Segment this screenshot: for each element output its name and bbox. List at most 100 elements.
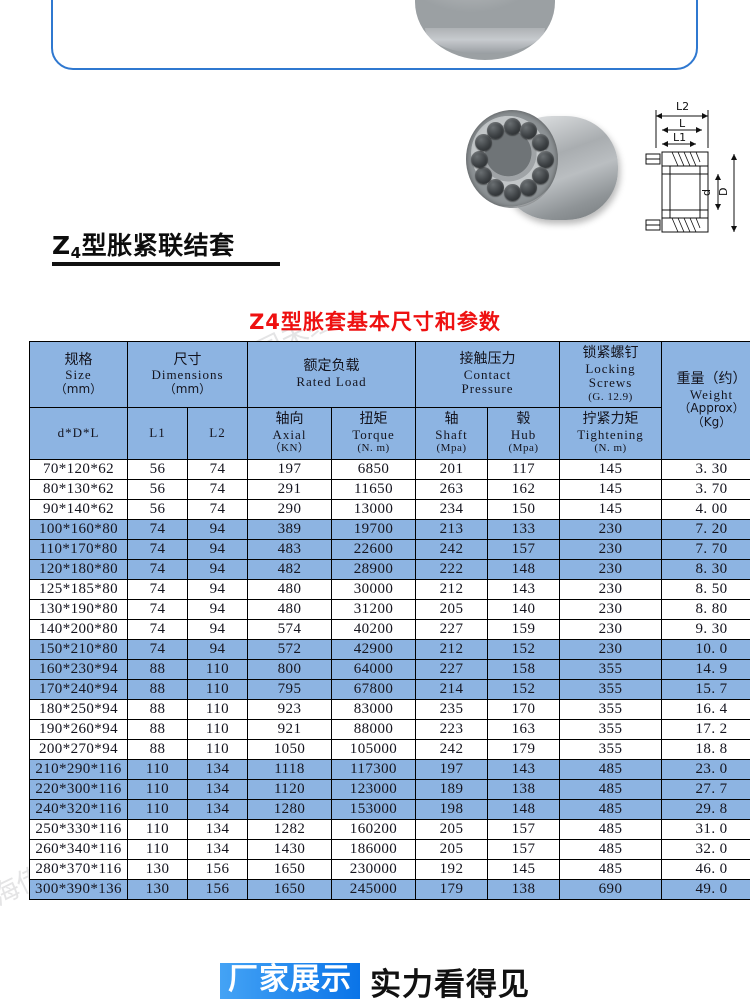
header-row-subheaders: d*D*L L1 L2 轴向 Axial （KN） 扭矩 — [29, 407, 750, 460]
cell-tight: 355 — [559, 739, 663, 760]
cell-tight: 230 — [559, 519, 663, 540]
cell-axial: 1118 — [247, 759, 332, 780]
table-row: 260*340*116 110 134 1430 186000 205 157 485 32. … — [29, 839, 750, 860]
cell-size: 210*290*116 — [29, 759, 128, 780]
cell-shaft: 197 — [415, 759, 489, 780]
cell-size: 150*210*80 — [29, 639, 128, 660]
header-group-dimensions: 尺寸 Dimensions （mm） — [127, 341, 248, 408]
cell-size: 120*180*80 — [29, 559, 128, 580]
cell-weight: 32. 0 — [661, 839, 750, 860]
cell-shaft: 222 — [415, 559, 489, 580]
cell-hub: 152 — [487, 679, 561, 700]
cell-torque: 28900 — [330, 559, 417, 580]
table-row: 240*320*116 110 134 1280 153000 198 148 485 29. … — [29, 799, 750, 820]
cell-l1: 130 — [127, 879, 188, 900]
table-row: 130*190*80 74 94 480 31200 205 140 230 8. 80 — [29, 599, 750, 620]
section-title-underline — [52, 262, 280, 266]
cell-size: 80*130*62 — [29, 479, 128, 500]
dim-label-l: L — [679, 117, 686, 130]
drawing-svg: L2 L L1 d D — [645, 100, 737, 233]
bolt-hole-icon — [532, 134, 550, 151]
cell-torque: 88000 — [330, 719, 417, 740]
header-screws-cn: 锁紧螺钉 — [582, 344, 639, 361]
cell-tight: 145 — [559, 459, 663, 480]
table-row: 250*330*116 110 134 1282 160200 205 157 485 31. … — [29, 819, 750, 840]
header-load-cn: 额定负载 — [303, 358, 360, 375]
cell-hub: 140 — [487, 599, 561, 620]
cell-tight: 230 — [559, 579, 663, 600]
cell-axial: 923 — [247, 699, 332, 720]
cell-size: 100*160*80 — [29, 519, 128, 540]
table-row: 70*120*62 56 74 197 6850 201 117 145 3. 30 — [29, 459, 750, 480]
cell-l2: 110 — [187, 719, 248, 740]
cell-l1: 56 — [127, 479, 188, 500]
cell-size: 130*190*80 — [29, 599, 128, 620]
cell-weight: 23. 0 — [661, 759, 750, 780]
cell-l2: 94 — [187, 519, 248, 540]
spec-table-head: 规格 Size （mm） 尺寸 Dimensions （mm） 额定负载 Rat… — [29, 341, 750, 460]
cell-l2: 94 — [187, 619, 248, 640]
cell-l1: 74 — [127, 619, 188, 640]
cell-shaft: 227 — [415, 659, 489, 680]
cell-axial: 291 — [247, 479, 332, 500]
subheader-axial-cn: 轴向 — [275, 411, 304, 428]
cell-l1: 110 — [127, 779, 188, 800]
bolt-hole-icon — [532, 167, 550, 184]
cell-shaft: 213 — [415, 519, 489, 540]
dim-label-l2: L2 — [676, 100, 689, 113]
cell-torque: 6850 — [330, 459, 417, 480]
subheader-l2-label: L2 — [209, 425, 226, 441]
cell-torque: 186000 — [330, 839, 417, 860]
table-row: 100*160*80 74 94 389 19700 213 133 230 7. 20 — [29, 519, 750, 540]
bolt-hole-icon — [503, 183, 521, 201]
spec-table-body: 70*120*62 56 74 197 6850 201 117 145 3. 30 80*130… — [29, 459, 750, 900]
cell-torque: 42900 — [330, 639, 417, 660]
cell-size: 190*260*94 — [29, 719, 128, 740]
cell-l2: 134 — [187, 759, 248, 780]
cell-size: 125*185*80 — [29, 579, 128, 600]
header-weight-approx: （Approx） — [678, 401, 745, 416]
header-size-cn: 规格 — [64, 351, 93, 368]
header-dim-en: Dimensions — [151, 367, 224, 383]
header-screws-en1: Locking — [585, 360, 636, 376]
bolt-hole-icon — [520, 179, 537, 197]
cell-l2: 94 — [187, 639, 248, 660]
banner-badge: 厂家展示 — [220, 963, 360, 999]
cell-l1: 110 — [127, 819, 188, 840]
section-title-subscript: 4 — [70, 244, 82, 262]
cell-tight: 485 — [559, 759, 663, 780]
cell-axial: 480 — [247, 579, 332, 600]
table-row: 120*180*80 74 94 482 28900 222 148 230 8. 30 — [29, 559, 750, 580]
subheader-shaft: 轴 Shaft (Mpa) — [415, 407, 489, 460]
cell-shaft: 198 — [415, 799, 489, 820]
subheader-axial-en: Axial — [272, 426, 307, 442]
bolt-hole-icon — [536, 150, 554, 168]
cell-l2: 94 — [187, 559, 248, 580]
cell-l1: 110 — [127, 839, 188, 860]
table-row: 110*170*80 74 94 483 22600 242 157 230 7. 70 — [29, 539, 750, 560]
cell-l1: 110 — [127, 799, 188, 820]
cell-l2: 134 — [187, 779, 248, 800]
cell-l1: 74 — [127, 559, 188, 580]
cell-l2: 110 — [187, 739, 248, 760]
cell-size: 220*300*116 — [29, 779, 128, 800]
spec-table-wrapper: 规格 Size （mm） 尺寸 Dimensions （mm） 额定负载 Rat… — [29, 341, 750, 900]
cell-l1: 74 — [127, 519, 188, 540]
cell-shaft: 242 — [415, 739, 489, 760]
cell-axial: 1650 — [247, 879, 332, 900]
cell-l2: 156 — [187, 879, 248, 900]
cell-torque: 83000 — [330, 699, 417, 720]
cell-shaft: 234 — [415, 499, 489, 520]
top-blue-frame — [51, 0, 698, 70]
cell-weight: 7. 70 — [661, 539, 750, 560]
table-row: 300*390*136 130 156 1650 245000 179 138 690 49. … — [29, 879, 750, 900]
cell-l2: 94 — [187, 539, 248, 560]
cell-shaft: 179 — [415, 879, 489, 900]
cell-weight: 8. 50 — [661, 579, 750, 600]
table-row: 280*370*116 130 156 1650 230000 192 145 485 46. … — [29, 859, 750, 880]
subheader-l1: L1 — [127, 407, 188, 460]
cell-weight: 7. 20 — [661, 519, 750, 540]
cell-shaft: 235 — [415, 699, 489, 720]
cell-weight: 4. 00 — [661, 499, 750, 520]
cell-l1: 56 — [127, 499, 188, 520]
